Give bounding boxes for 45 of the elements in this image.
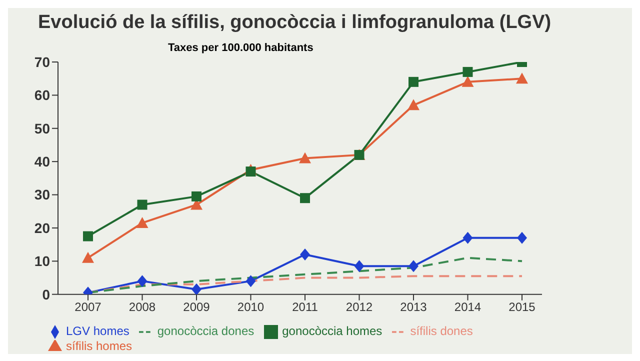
point bbox=[136, 216, 148, 228]
x-tick-label: 2015 bbox=[508, 300, 536, 314]
x-tick-label: 2010 bbox=[237, 300, 264, 314]
point bbox=[246, 275, 256, 288]
point bbox=[83, 231, 93, 242]
point bbox=[517, 232, 527, 244]
legend-label: gonocòccia dones bbox=[157, 324, 254, 338]
point bbox=[516, 72, 528, 84]
y-tick-label: 20 bbox=[34, 220, 50, 236]
y-tick-label: 40 bbox=[34, 154, 50, 170]
chart-title: Evolució de la sífilis, gonocòccia i limfogranuloma (LGV) bbox=[37, 11, 552, 34]
x-tick-label: 2008 bbox=[128, 300, 156, 314]
point bbox=[462, 232, 473, 244]
y-tick-label: 50 bbox=[34, 120, 50, 136]
y-tick-label: 60 bbox=[34, 87, 50, 104]
point bbox=[246, 166, 256, 177]
point bbox=[462, 66, 473, 77]
x-tick-label: 2009 bbox=[183, 300, 210, 314]
x-tick-label: 2013 bbox=[400, 300, 428, 314]
x-tick-label: 2014 bbox=[454, 300, 482, 314]
point bbox=[82, 252, 94, 263]
legend-label: sífilis homes bbox=[66, 339, 132, 354]
legend-label: LGV homes bbox=[66, 324, 130, 338]
point bbox=[354, 260, 364, 272]
point bbox=[408, 260, 418, 272]
x-tick-label: 2012 bbox=[346, 300, 373, 314]
x-tick-label: 2011 bbox=[292, 300, 318, 314]
point bbox=[192, 283, 202, 294]
y-tick-label: 0 bbox=[42, 286, 50, 302]
legend-label: sífilis dones bbox=[410, 324, 473, 338]
point bbox=[137, 200, 148, 210]
point bbox=[408, 99, 420, 110]
y-tick-label: 30 bbox=[34, 186, 50, 203]
point bbox=[462, 76, 474, 87]
y-tick-label: 10 bbox=[34, 253, 50, 270]
point bbox=[300, 193, 310, 204]
legend-label: gonocòccia homes bbox=[282, 324, 382, 338]
point bbox=[192, 191, 202, 202]
point bbox=[300, 248, 310, 261]
y-tick-label: 70 bbox=[34, 54, 50, 70]
x-tick-label: 2007 bbox=[74, 300, 102, 314]
point bbox=[408, 76, 418, 87]
point bbox=[299, 152, 311, 164]
point bbox=[137, 275, 148, 288]
chart-subtitle: Taxes per 100.000 habitants bbox=[167, 42, 314, 54]
